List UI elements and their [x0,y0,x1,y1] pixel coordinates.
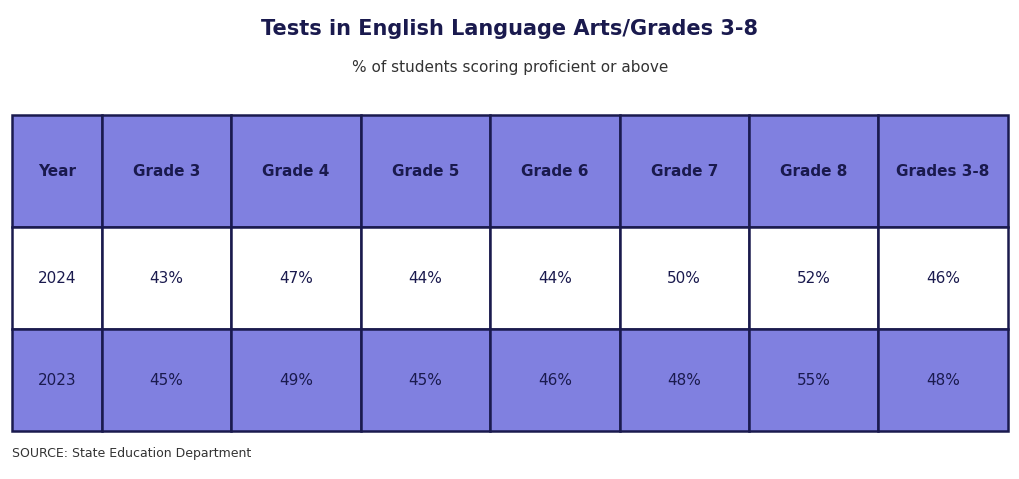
Text: SOURCE: State Education Department: SOURCE: State Education Department [12,447,252,460]
Text: 2024: 2024 [38,271,76,285]
Text: 48%: 48% [925,373,959,388]
Text: Grade 8: Grade 8 [780,163,847,179]
Bar [619,329,748,431]
Bar [877,227,1007,329]
Bar [748,329,877,431]
Bar [619,115,748,227]
Bar [489,115,619,227]
Bar [231,227,361,329]
Text: 48%: 48% [666,373,700,388]
Bar [361,227,489,329]
Bar [102,115,231,227]
Bar [619,227,748,329]
Bar [361,115,489,227]
Text: 45%: 45% [408,373,442,388]
Text: 46%: 46% [925,271,959,285]
Text: 50%: 50% [666,271,700,285]
Text: Grade 6: Grade 6 [521,163,588,179]
Bar [231,115,361,227]
Text: 44%: 44% [408,271,442,285]
Text: 49%: 49% [278,373,313,388]
Bar [489,329,619,431]
Text: % of students scoring proficient or above: % of students scoring proficient or abov… [352,60,667,75]
Bar [231,329,361,431]
Text: Grades 3-8: Grades 3-8 [896,163,988,179]
Text: 43%: 43% [150,271,183,285]
Bar [489,227,619,329]
Bar [748,227,877,329]
Text: 52%: 52% [796,271,829,285]
Bar [361,329,489,431]
Text: Tests in English Language Arts/Grades 3-8: Tests in English Language Arts/Grades 3-… [261,19,758,39]
Text: 46%: 46% [537,373,572,388]
Bar [748,115,877,227]
Text: Grade 4: Grade 4 [262,163,329,179]
Text: Year: Year [38,163,76,179]
Bar [12,329,102,431]
Bar [877,329,1007,431]
Text: Grade 7: Grade 7 [650,163,717,179]
Text: 55%: 55% [796,373,829,388]
Bar [12,227,102,329]
Bar [877,115,1007,227]
Text: Grade 3: Grade 3 [132,163,200,179]
Text: 47%: 47% [279,271,313,285]
Bar [12,115,102,227]
Text: 45%: 45% [150,373,183,388]
Bar [102,227,231,329]
Text: 44%: 44% [537,271,572,285]
Text: 2023: 2023 [38,373,76,388]
Bar [102,329,231,431]
Text: Grade 5: Grade 5 [391,163,459,179]
